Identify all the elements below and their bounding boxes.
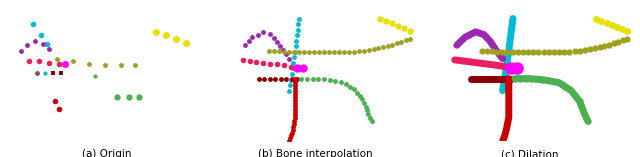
- Text: (b) Bone interpolation: (b) Bone interpolation: [258, 149, 372, 157]
- Text: (a) Origin: (a) Origin: [83, 149, 132, 157]
- Text: (c) Dilation: (c) Dilation: [501, 149, 558, 157]
